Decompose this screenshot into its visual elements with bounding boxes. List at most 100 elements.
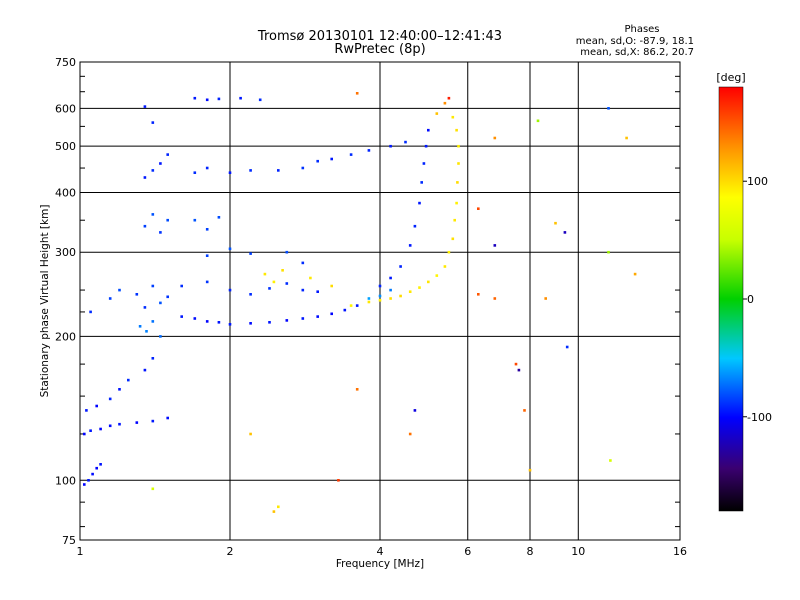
data-point xyxy=(205,166,209,170)
data-point xyxy=(301,261,305,265)
data-point xyxy=(399,294,402,298)
plot-area xyxy=(79,61,681,541)
data-point xyxy=(228,171,232,174)
data-point xyxy=(435,274,439,277)
x-tick-label: 10 xyxy=(571,545,585,558)
data-point xyxy=(301,288,305,292)
y-tick-label: 400 xyxy=(55,186,76,199)
data-point xyxy=(523,409,526,412)
data-point xyxy=(249,432,252,436)
data-point xyxy=(143,224,147,228)
chart-subtitle: RwPretec (8p) xyxy=(334,42,425,57)
colorbar-tick-label: 100 xyxy=(747,175,768,188)
data-point xyxy=(355,92,359,95)
data-point xyxy=(281,269,284,272)
y-tick-label: 500 xyxy=(55,140,76,153)
data-point xyxy=(389,288,392,292)
data-point xyxy=(544,297,547,300)
data-point xyxy=(517,368,521,372)
x-axis-ticks: 1 2 4 6 8 10 16 xyxy=(77,545,688,558)
data-point xyxy=(151,320,155,323)
x-tick-label: 6 xyxy=(464,545,471,558)
data-point xyxy=(193,171,197,174)
data-point xyxy=(420,181,423,184)
data-point xyxy=(447,250,451,254)
data-point xyxy=(95,466,98,470)
data-point xyxy=(205,280,209,284)
y-tick-label: 600 xyxy=(55,102,76,115)
data-point xyxy=(451,237,455,241)
legend-line-o: mean, sd,O: -87.9, 18.1 xyxy=(576,36,694,47)
data-point xyxy=(422,162,426,165)
data-point xyxy=(118,288,121,292)
data-point xyxy=(413,409,417,412)
data-point xyxy=(427,280,430,284)
data-point xyxy=(536,119,540,123)
data-point xyxy=(159,231,162,234)
x-axis-label: Frequency [MHz] xyxy=(336,558,424,570)
data-point xyxy=(127,378,130,382)
data-point xyxy=(85,409,88,412)
data-point xyxy=(89,429,92,432)
data-point xyxy=(447,96,451,100)
data-point xyxy=(607,107,610,110)
data-point xyxy=(217,216,221,219)
data-point xyxy=(285,282,289,285)
data-point xyxy=(87,479,90,482)
data-point xyxy=(258,98,262,102)
data-point xyxy=(99,427,102,431)
data-point xyxy=(435,112,439,115)
data-point xyxy=(367,149,371,152)
data-point xyxy=(554,221,557,225)
colorbar-ticks: 100 0 -100 xyxy=(743,175,772,424)
data-point xyxy=(151,357,155,360)
data-point xyxy=(99,463,102,466)
data-point xyxy=(263,272,267,276)
data-point xyxy=(408,290,412,293)
data-point xyxy=(456,181,459,184)
data-point xyxy=(268,321,271,324)
data-point xyxy=(349,304,353,307)
data-point xyxy=(249,169,252,172)
data-point xyxy=(418,286,421,289)
data-points xyxy=(83,92,637,513)
y-axis-ticks: 75 100 200 300 400 500 600 750 xyxy=(55,56,76,547)
data-point xyxy=(151,284,155,288)
data-point xyxy=(228,288,232,292)
data-point xyxy=(205,254,209,257)
data-point xyxy=(228,247,232,251)
data-point xyxy=(143,306,147,309)
data-point xyxy=(337,479,340,482)
data-point xyxy=(563,231,567,234)
data-point xyxy=(349,153,353,156)
data-point xyxy=(83,432,86,436)
data-point xyxy=(166,416,169,420)
y-tick-label: 300 xyxy=(55,246,76,259)
data-point xyxy=(249,293,252,296)
x-tick-label: 1 xyxy=(77,545,84,558)
data-point xyxy=(607,250,610,254)
data-point xyxy=(249,322,252,325)
data-point xyxy=(330,157,333,161)
data-point xyxy=(108,397,112,401)
y-axis-label: Stationary phase Virtual Height [km] xyxy=(39,205,51,398)
data-point xyxy=(205,228,209,231)
data-point xyxy=(151,213,155,216)
data-point xyxy=(413,224,417,228)
data-point xyxy=(367,300,371,304)
colorbar-gradient xyxy=(718,86,744,512)
data-point xyxy=(166,153,169,156)
data-point xyxy=(514,362,518,366)
data-point xyxy=(316,159,319,163)
colorbar: [deg] 100 0 -100 xyxy=(716,71,772,512)
data-point xyxy=(389,297,392,300)
y-tick-label: 100 xyxy=(55,474,76,487)
data-point xyxy=(477,293,480,296)
data-point xyxy=(95,404,98,408)
data-point xyxy=(355,304,359,307)
data-point xyxy=(408,432,412,436)
data-point xyxy=(89,310,92,314)
legend-line-x: mean, sd,X: 86.2, 20.7 xyxy=(580,47,694,58)
data-point xyxy=(457,144,460,148)
data-point xyxy=(239,96,242,100)
